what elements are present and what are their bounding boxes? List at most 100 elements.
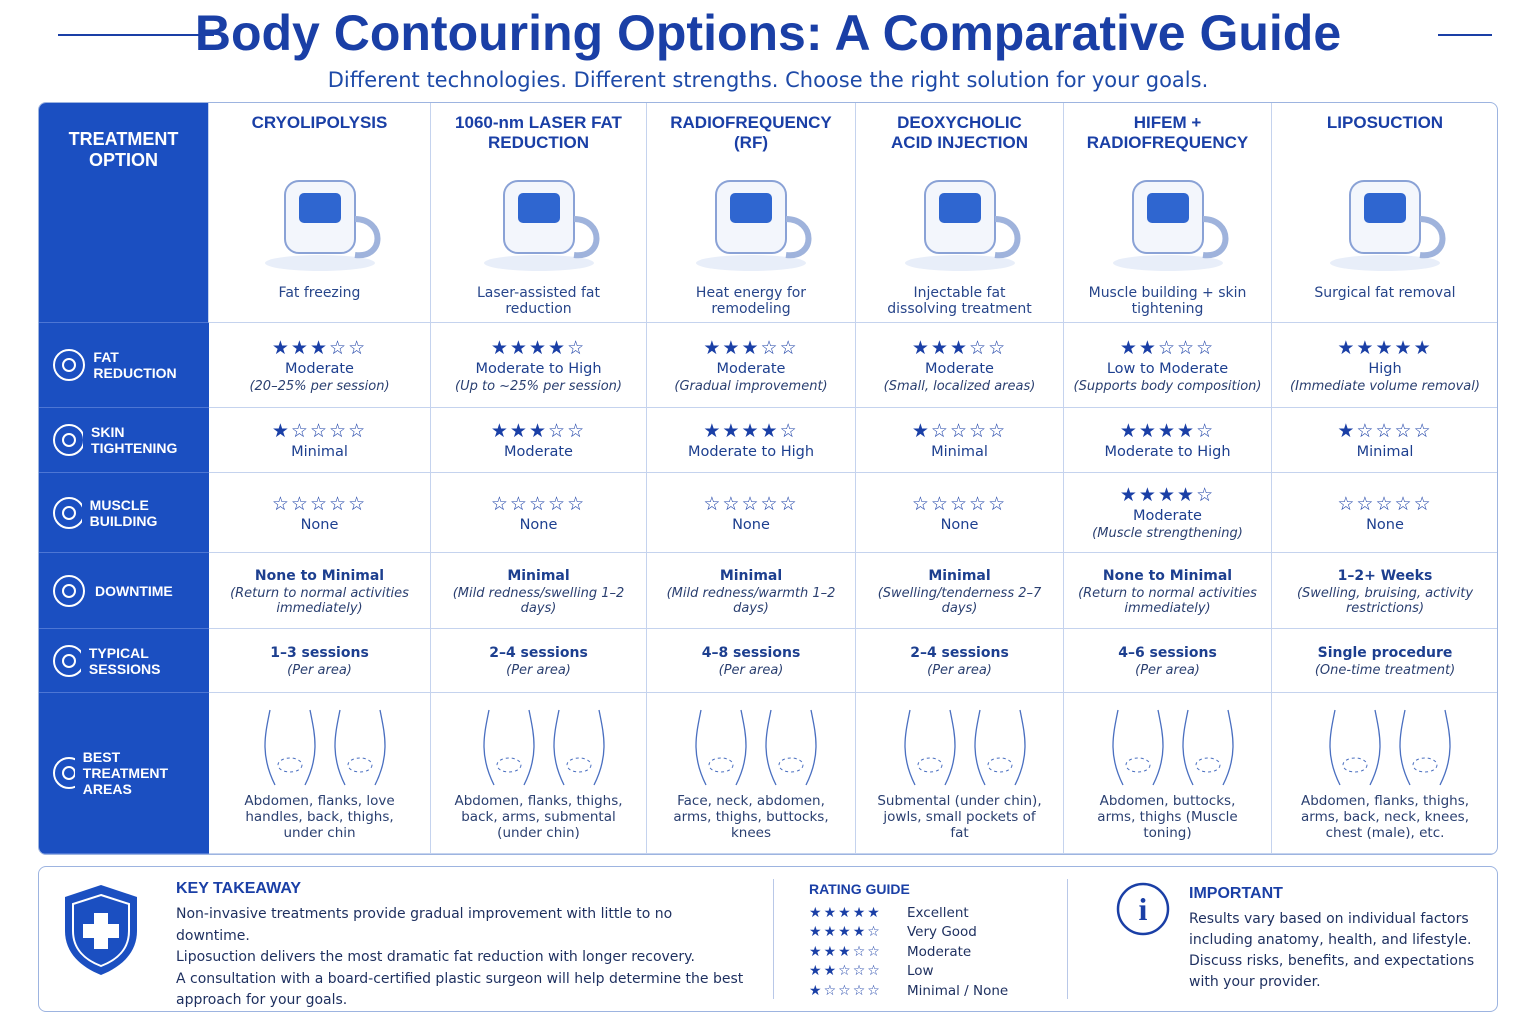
star-filled: ★	[309, 336, 330, 359]
cell-note: Submental (under chin), jowls, small poc…	[877, 793, 1042, 841]
star-rating: ☆☆☆☆☆	[491, 493, 586, 515]
star-filled: ★	[271, 420, 291, 442]
column-name: HIFEM + RADIOFREQUENCY	[1086, 113, 1249, 152]
star-empty: ☆	[567, 420, 587, 442]
guide-label: Moderate	[907, 943, 972, 960]
cell-text: None	[732, 516, 770, 533]
row-label-text: DOWNTIME	[95, 582, 173, 599]
table-cell: Abdomen, flanks, love handles, back, thi…	[209, 693, 431, 854]
takeaway-line: Liposuction delivers the most dramatic f…	[176, 949, 695, 965]
row-label-text: BEST TREATMENT AREAS	[82, 749, 169, 797]
table-cell: ★☆☆☆☆ Minimal	[1272, 408, 1497, 473]
star-rating: ☆☆☆☆☆	[703, 493, 798, 515]
star-rating: ★★★★★	[809, 904, 907, 922]
star-empty: ☆	[309, 420, 330, 442]
cell-note: Abdomen, buttocks, arms, thighs (Muscle …	[1097, 793, 1238, 841]
star-filled: ★	[1119, 420, 1139, 442]
star-filled: ★	[490, 336, 510, 359]
star-filled: ★	[490, 420, 510, 442]
row-icon	[53, 496, 82, 529]
star-empty: ☆	[1337, 492, 1357, 515]
star-empty: ☆	[741, 492, 761, 515]
star-filled: ★	[1119, 336, 1139, 359]
star-rating: ★☆☆☆☆	[912, 420, 1007, 442]
star-rating: ★★★☆☆	[809, 943, 907, 961]
star-filled: ★	[1119, 484, 1139, 506]
important-line: Results vary based on individual factors…	[1189, 911, 1472, 948]
column-header: LIPOSUCTION Surgical fat removal	[1272, 103, 1497, 323]
star-empty: ☆	[969, 336, 989, 359]
star-filled: ★	[1413, 336, 1433, 359]
star-empty: ☆	[348, 336, 368, 359]
row-label-text: TYPICAL SESSIONS	[88, 644, 161, 677]
guide-label: Very Good	[907, 924, 977, 941]
star-empty: ☆	[930, 492, 950, 515]
table-cell: Minimal (Mild redness/warmth 1–2 days)	[647, 553, 856, 629]
cell-note: Abdomen, flanks, love handles, back, thi…	[244, 793, 395, 841]
star-filled: ★	[722, 336, 742, 359]
table-cell: ★★★★☆ Moderate to High	[647, 408, 856, 473]
table-cell: 1–3 sessions (Per area)	[209, 629, 431, 693]
star-filled: ★	[838, 924, 853, 941]
star-empty: ☆	[348, 492, 368, 515]
table-cell: ☆☆☆☆☆ None	[209, 473, 431, 553]
star-empty: ☆	[760, 492, 780, 515]
star-empty: ☆	[1196, 484, 1216, 506]
guide-row: ★☆☆☆☆ Minimal / None	[809, 981, 1008, 1001]
star-rating: ★☆☆☆☆	[272, 420, 367, 442]
cell-text: Moderate	[285, 360, 354, 377]
guide-label: Excellent	[907, 904, 969, 921]
table-cell: ☆☆☆☆☆ None	[647, 473, 856, 553]
star-empty: ☆	[329, 492, 349, 515]
table-cell: ★★★☆☆ Moderate (Small, localized areas)	[856, 323, 1064, 408]
star-filled: ★	[809, 963, 824, 980]
star-filled: ★	[290, 336, 310, 359]
table-cell: Face, neck, abdomen, arms, thighs, butto…	[647, 693, 856, 854]
divider	[773, 879, 774, 999]
star-empty: ☆	[309, 492, 330, 515]
star-empty: ☆	[1413, 420, 1433, 442]
table-cell: ★★★☆☆ Moderate (20–25% per session)	[209, 323, 431, 408]
star-empty: ☆	[852, 963, 868, 980]
cell-note: (Per area)	[506, 663, 571, 678]
star-filled: ★	[930, 336, 950, 359]
star-empty: ☆	[867, 982, 882, 999]
star-empty: ☆	[867, 943, 882, 960]
column-header: CRYOLIPOLYSIS Fat freezing	[209, 103, 431, 323]
star-empty: ☆	[329, 420, 349, 442]
star-empty: ☆	[911, 492, 931, 515]
star-rating: ★★☆☆☆	[809, 962, 907, 980]
table-cell: ☆☆☆☆☆ None	[1272, 473, 1497, 553]
star-empty: ☆	[867, 963, 882, 980]
star-empty: ☆	[1394, 420, 1414, 442]
cell-note: (20–25% per session)	[249, 378, 390, 394]
star-filled: ★	[852, 924, 868, 941]
star-filled: ★	[1138, 484, 1158, 506]
star-filled: ★	[823, 904, 839, 921]
table-cell: Minimal (Mild redness/swelling 1–2 days)	[431, 553, 647, 629]
cell-note: (Mild redness/warmth 1–2 days)	[666, 585, 836, 616]
row-label-text: FAT REDUCTION	[93, 349, 177, 381]
table-cell: ★★★★☆ Moderate to High (Up to ~25% per ses…	[431, 323, 647, 408]
star-rating: ★★☆☆☆	[1120, 337, 1215, 359]
column-name: 1060-nm LASER FAT REDUCTION	[455, 113, 622, 152]
star-filled: ★	[1394, 336, 1414, 359]
cell-note: (Return to normal activities immediately…	[230, 585, 409, 616]
device-illustration	[904, 180, 1020, 271]
table-cell: ★☆☆☆☆ Minimal	[209, 408, 431, 473]
star-rating: ★★★☆☆	[491, 420, 586, 442]
cell-text: Minimal	[719, 567, 783, 584]
star-filled: ★	[1177, 484, 1197, 506]
star-filled: ★	[548, 336, 568, 359]
table-cell: Abdomen, flanks, thighs, back, arms, sub…	[431, 693, 647, 854]
star-rating: ★★★☆☆	[272, 337, 367, 359]
star-empty: ☆	[348, 420, 368, 442]
table-cell: Abdomen, buttocks, arms, thighs (Muscle …	[1064, 693, 1272, 854]
star-rating: ☆☆☆☆☆	[912, 493, 1007, 515]
table-cell: ☆☆☆☆☆ None	[856, 473, 1064, 553]
cell-text: Moderate to High	[475, 360, 602, 377]
body-illustration	[1111, 709, 1234, 786]
takeaway-line: Non-invasive treatments provide gradual …	[176, 906, 673, 944]
guide-row: ★★★☆☆ Moderate	[809, 942, 1008, 962]
footer-panel: KEY TAKEAWAY Non-invasive treatments pro…	[38, 866, 1498, 1012]
